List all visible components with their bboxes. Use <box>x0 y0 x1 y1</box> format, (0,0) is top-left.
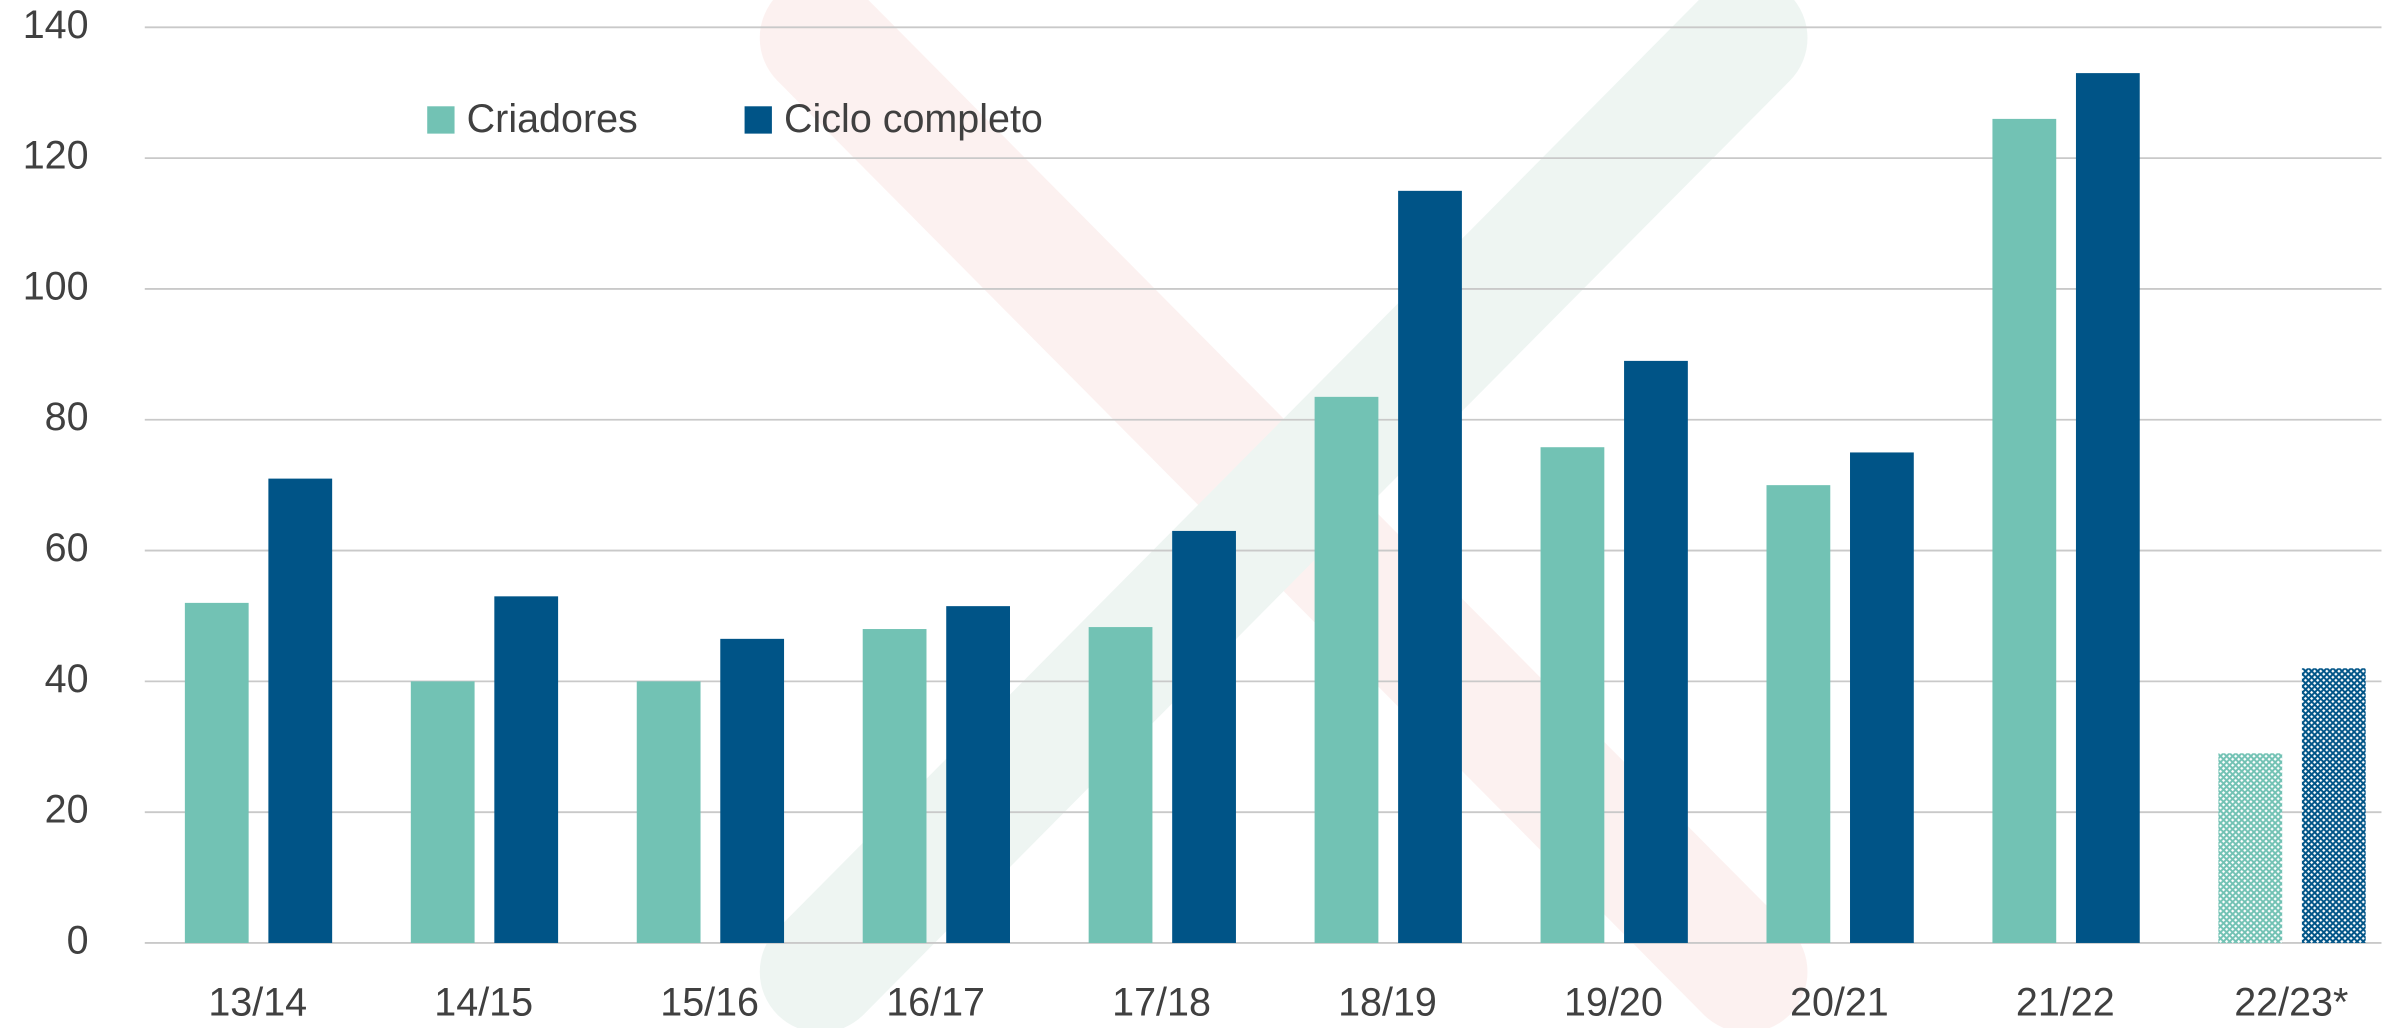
y-tick-label: 100 <box>23 264 89 308</box>
bar <box>1088 627 1153 943</box>
legend-swatch <box>744 106 772 134</box>
bar <box>1398 190 1462 943</box>
bar <box>1992 118 2057 943</box>
legend-label: Ciclo completo <box>784 97 1043 141</box>
y-tick-label: 0 <box>67 918 89 962</box>
x-tick-label: 21/22 <box>2016 981 2115 1025</box>
bar <box>268 478 333 943</box>
y-tick-label: 80 <box>45 395 89 439</box>
legend-swatch <box>427 106 455 134</box>
bar <box>2075 73 2140 943</box>
bar <box>1172 530 1236 943</box>
x-tick-label: 14/15 <box>434 981 533 1025</box>
bar <box>1850 452 1914 943</box>
x-tick-label: 16/17 <box>886 981 985 1025</box>
x-tick-label: 19/20 <box>1564 981 1663 1025</box>
x-tick-label: 18/19 <box>1338 981 1437 1025</box>
bar <box>862 629 927 943</box>
bar <box>1540 447 1605 943</box>
bar <box>1624 360 1688 943</box>
y-tick-label: 20 <box>45 788 89 832</box>
x-tick-label: 20/21 <box>1790 981 1889 1025</box>
x-tick-label: 22/23* <box>2234 981 2348 1025</box>
bar <box>184 602 249 943</box>
y-tick-label: 60 <box>45 526 89 570</box>
bar <box>1766 485 1831 943</box>
bar <box>946 606 1010 943</box>
bar <box>2301 668 2366 943</box>
x-tick-label: 15/16 <box>660 981 759 1025</box>
legend-label: Criadores <box>467 97 638 141</box>
bar <box>2218 753 2283 943</box>
y-tick-label: 120 <box>23 134 89 178</box>
bar <box>636 681 701 943</box>
bar <box>494 596 559 943</box>
y-tick-label: 140 <box>23 3 89 47</box>
y-tick-label: 40 <box>45 657 89 701</box>
x-tick-label: 17/18 <box>1112 981 1211 1025</box>
bar <box>1314 396 1379 943</box>
bar <box>720 638 785 943</box>
x-tick-label: 13/14 <box>208 981 307 1025</box>
bar <box>410 681 475 943</box>
